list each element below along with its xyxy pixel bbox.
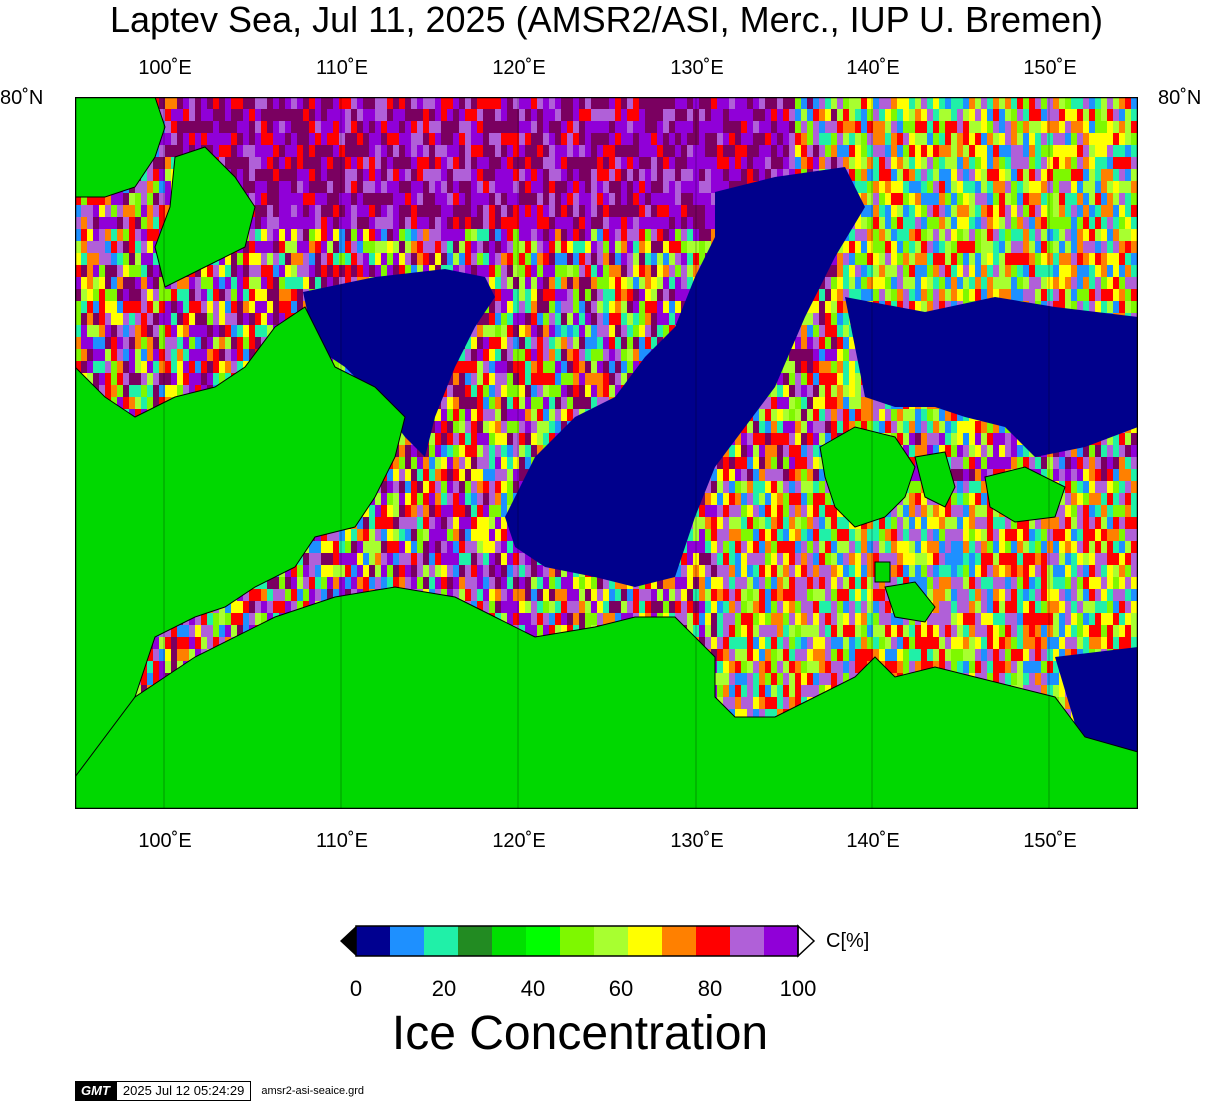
lat-label-right: 80˚N (1158, 87, 1202, 109)
gmt-logo: GMT (75, 1081, 116, 1101)
footer: GMT 2025 Jul 12 05:24:29 amsr2-asi-seaice.… (75, 1081, 364, 1101)
colorbar-tick: 20 (431, 976, 457, 1001)
colorbar-tick: 0 (349, 976, 363, 1001)
colorbar-swatch (628, 926, 663, 956)
colorbar-tick: 80 (697, 976, 723, 1001)
ice-concentration-map (75, 97, 1138, 809)
lon-label-top: 130˚E (670, 57, 724, 79)
lon-label-bottom: 120˚E (492, 830, 546, 852)
colorbar-tick: 60 (608, 976, 634, 1001)
lon-label-top: 100˚E (138, 57, 192, 79)
colorbar-under-triangle (340, 926, 356, 956)
timestamp: 2025 Jul 12 05:24:29 (115, 1081, 252, 1101)
lon-label-bottom: 130˚E (670, 830, 724, 852)
map-title: Laptev Sea, Jul 11, 2025 (AMSR2/ASI, Mer… (109, 0, 1104, 40)
colorbar-swatch (696, 926, 731, 956)
colorbar-tick: 100 (779, 976, 817, 1001)
colorbar-over-triangle (797, 924, 816, 958)
colorbar-swatch (560, 926, 595, 956)
lon-label-bottom: 110˚E (316, 830, 368, 852)
colorbar-swatch (390, 926, 425, 956)
grid-filename: amsr2-asi-seaice.grd (261, 1085, 365, 1097)
lon-label-bottom: 150˚E (1023, 830, 1077, 852)
colorbar-swatch (492, 926, 527, 956)
colorbar-tick: 40 (520, 976, 546, 1001)
lon-label-top: 120˚E (492, 57, 546, 79)
colorbar-title: Ice Concentration (391, 1007, 769, 1060)
lon-label-bottom: 100˚E (138, 830, 192, 852)
colorbar-swatch (730, 926, 765, 956)
map-frame (75, 97, 1138, 809)
colorbar-swatch (458, 926, 493, 956)
colorbar-unit: C[%] (826, 930, 870, 952)
lon-label-top: 110˚E (316, 57, 368, 79)
colorbar-swatch (356, 926, 391, 956)
lon-label-top: 150˚E (1023, 57, 1077, 79)
colorbar-swatch (764, 926, 799, 956)
colorbar-swatch (424, 926, 459, 956)
lon-label-top: 140˚E (846, 57, 900, 79)
open-water (303, 167, 1138, 762)
colorbar (340, 924, 816, 958)
colorbar-swatch (526, 926, 561, 956)
graticule (163, 97, 1050, 809)
lon-label-bottom: 140˚E (846, 830, 900, 852)
colorbar-swatch (594, 926, 629, 956)
lat-label-left: 80˚N (0, 87, 44, 109)
colorbar-swatch (662, 926, 697, 956)
